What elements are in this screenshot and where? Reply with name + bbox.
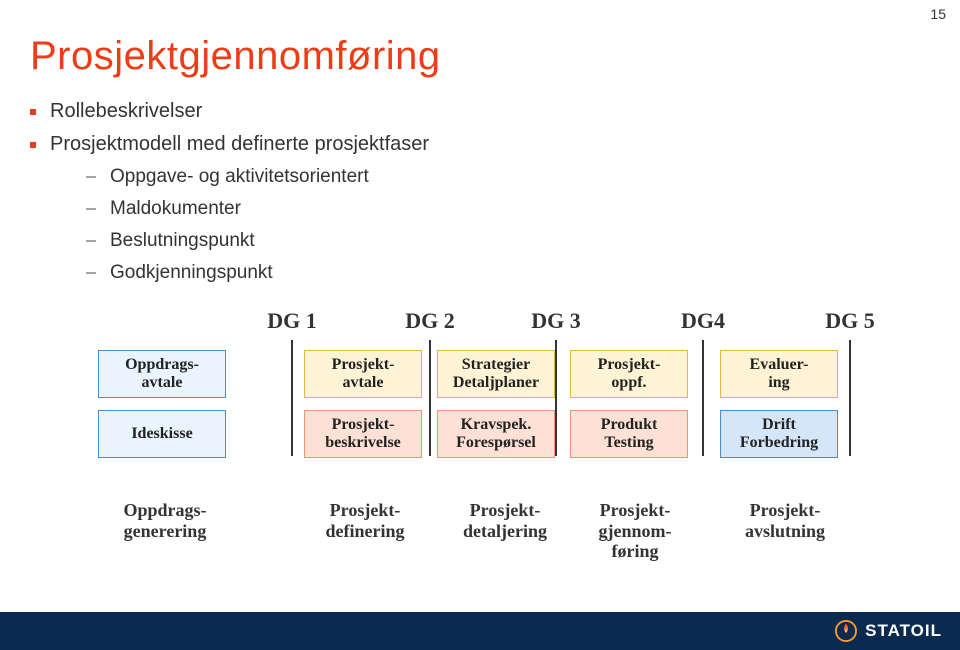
- dg-separator-line: [291, 340, 293, 456]
- box-driftforbedring: DriftForbedring: [720, 410, 838, 458]
- box-kravspek: Kravspek.Forespørsel: [437, 410, 555, 458]
- box-strategier: StrategierDetaljplaner: [437, 350, 555, 398]
- statoil-flame-icon: [835, 620, 857, 642]
- brand-name: STATOIL: [865, 621, 942, 641]
- box-evaluering: Evaluer-ing: [720, 350, 838, 398]
- dg-label: DG4: [673, 308, 733, 334]
- project-model-diagram: DG 1 DG 2 DG 3 DG4 DG 5 Oppdrags-avtale Ideski…: [0, 0, 960, 650]
- phase-oppdragsgenerering: Oppdrags-generering: [100, 500, 230, 541]
- phase-prosjektavslutning: Prosjekt-avslutning: [720, 500, 850, 541]
- dg-separator-line: [555, 340, 557, 456]
- box-produkttesting: ProduktTesting: [570, 410, 688, 458]
- box-prosjektavtale: Prosjekt-avtale: [304, 350, 422, 398]
- brand-logo: STATOIL: [835, 620, 942, 642]
- dg-label: DG 3: [526, 308, 586, 334]
- dg-separator-line: [702, 340, 704, 456]
- dg-label: DG 5: [820, 308, 880, 334]
- box-ideskisse: Ideskisse: [98, 410, 226, 458]
- box-prosjektbeskrivelse: Prosjekt-beskrivelse: [304, 410, 422, 458]
- dg-separator-line: [849, 340, 851, 456]
- box-prosjektoppf: Prosjekt-oppf.: [570, 350, 688, 398]
- dg-label: DG 1: [262, 308, 322, 334]
- phase-prosjektgjennomforing: Prosjekt-gjennom-føring: [570, 500, 700, 562]
- dg-separator-line: [429, 340, 431, 456]
- dg-label: DG 2: [400, 308, 460, 334]
- phase-prosjektdefinering: Prosjekt-definering: [300, 500, 430, 541]
- footer-bar: STATOIL: [0, 612, 960, 650]
- phase-prosjektdetaljering: Prosjekt-detaljering: [440, 500, 570, 541]
- box-oppdragsavtale: Oppdrags-avtale: [98, 350, 226, 398]
